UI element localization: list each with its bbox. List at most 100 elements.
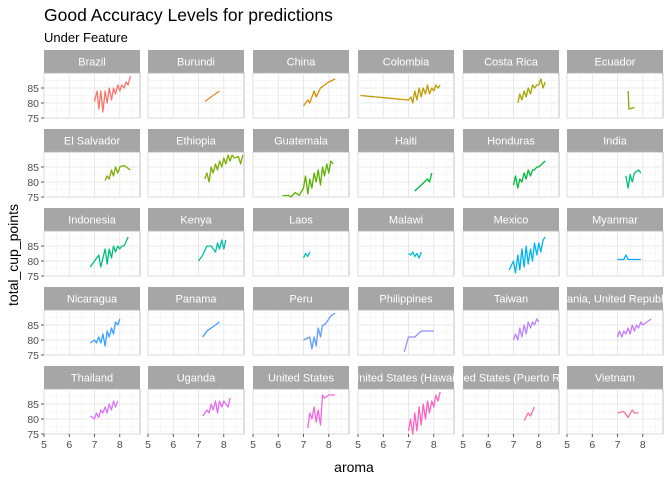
- chart-subtitle: Under Feature: [44, 30, 128, 45]
- facet-strip: [358, 50, 454, 73]
- facet-strip: [253, 366, 349, 389]
- series-line: [197, 239, 227, 262]
- facet-label: Vietnam: [595, 373, 635, 385]
- facet-label: Honduras: [487, 136, 535, 148]
- facet-label: Mexico: [494, 215, 529, 227]
- y-tick-label: 85: [27, 320, 39, 332]
- facet-label: Brazil: [78, 57, 106, 69]
- facet-strip: [358, 208, 454, 231]
- y-tick-label: 85: [27, 162, 39, 174]
- x-tick-label: 5: [355, 439, 361, 451]
- facet-strip: [44, 366, 140, 389]
- facet-panel: Malawi: [357, 208, 455, 277]
- series-line: [360, 84, 441, 104]
- facet-panel: Nicaragua 75 80 85: [27, 287, 141, 362]
- x-tick-label: 5: [564, 439, 570, 451]
- series-line: [414, 172, 433, 192]
- y-tick-label: 75: [27, 113, 39, 125]
- x-tick-label: 8: [326, 439, 332, 451]
- facet-panel: Honduras: [462, 129, 560, 198]
- facet-panel: Ethiopia: [147, 129, 245, 198]
- facet-panel: Kenya: [147, 208, 245, 277]
- facet-strip: [567, 366, 663, 389]
- x-tick-label: 7: [511, 439, 517, 451]
- x-tick-label: 8: [640, 439, 646, 451]
- series-line: [89, 236, 129, 268]
- facet-label: Laos: [289, 215, 313, 227]
- x-tick-label: 8: [117, 439, 123, 451]
- x-tick-label: 7: [301, 439, 307, 451]
- series-line: [282, 160, 334, 198]
- series-line: [303, 312, 336, 350]
- y-tick-label: 75: [27, 350, 39, 362]
- facet-strip: [253, 129, 349, 152]
- facet-panel: India: [566, 129, 664, 198]
- series-line: [89, 400, 119, 420]
- facet-strip: [148, 366, 244, 389]
- x-tick-label: 6: [66, 439, 72, 451]
- facet-strip: [567, 208, 663, 231]
- facet-label: Colombia: [383, 57, 430, 69]
- facet-strip: [358, 129, 454, 152]
- x-tick-label: 6: [380, 439, 386, 451]
- facet-label: United States: [268, 373, 335, 385]
- facet-strip: [463, 208, 559, 231]
- facet-strip: [358, 287, 454, 310]
- facet-label: Taiwan: [494, 294, 528, 306]
- facet-panel: Mexico: [462, 208, 560, 277]
- x-tick-label: 7: [196, 439, 202, 451]
- facet-label: Tanzania, United Republic Of: [544, 294, 672, 306]
- facet-strip: [463, 129, 559, 152]
- series-line: [93, 75, 132, 113]
- facet-label: El Salvador: [64, 136, 121, 148]
- series-line: [89, 318, 121, 347]
- facet-strip: [253, 50, 349, 73]
- series-line: [408, 251, 422, 259]
- series-line: [302, 251, 311, 259]
- facet-label: Ethiopia: [176, 136, 217, 148]
- facet-panel: Indonesia 75 80 85: [27, 208, 141, 283]
- facet-strip: [148, 50, 244, 73]
- facet-strip: [463, 366, 559, 389]
- y-tick-label: 85: [27, 399, 39, 411]
- facet-label: India: [603, 136, 628, 148]
- x-tick-label: 5: [460, 439, 466, 451]
- series-line: [104, 164, 131, 181]
- x-tick-label: 6: [275, 439, 281, 451]
- facet-panel: Costa Rica: [462, 50, 560, 119]
- facet-panel: Peru: [252, 287, 350, 356]
- facet-label: Guatemala: [274, 136, 329, 148]
- series-line: [523, 406, 536, 421]
- x-tick-label: 5: [41, 439, 47, 451]
- facet-label: Malawi: [389, 215, 423, 227]
- facet-panel: Brazil 75 80 85: [27, 50, 141, 125]
- x-tick-label: 6: [485, 439, 491, 451]
- facet-strip: [44, 287, 140, 310]
- facet-label: Haiti: [395, 136, 417, 148]
- x-tick-label: 8: [221, 439, 227, 451]
- facet-label: Philippines: [379, 294, 433, 306]
- series-line: [625, 169, 642, 189]
- x-tick-label: 5: [250, 439, 256, 451]
- series-line: [627, 90, 635, 110]
- facet-label: Peru: [289, 294, 312, 306]
- facet-panel: Myanmar: [566, 208, 664, 277]
- y-tick-label: 80: [27, 177, 39, 189]
- series-line: [204, 90, 220, 103]
- facet-strip: [148, 129, 244, 152]
- facet-panel: Colombia: [357, 50, 455, 119]
- x-tick-label: 5: [145, 439, 151, 451]
- x-tick-label: 7: [406, 439, 412, 451]
- facet-label: Burundi: [177, 57, 215, 69]
- facet-strip: [463, 50, 559, 73]
- facet-label: United States (Hawaii): [351, 373, 460, 385]
- series-line: [508, 236, 546, 274]
- facet-panel: United States 5 6 7 8: [250, 366, 350, 451]
- facet-panel: China: [252, 50, 350, 119]
- facet-panel: Vietnam 5 6 7 8: [564, 366, 664, 451]
- facet-label: Uganda: [177, 373, 216, 385]
- facet-label: Panama: [176, 294, 218, 306]
- facet-panel: Tanzania, United Republic Of: [544, 287, 672, 356]
- facet-label: Costa Rica: [484, 57, 539, 69]
